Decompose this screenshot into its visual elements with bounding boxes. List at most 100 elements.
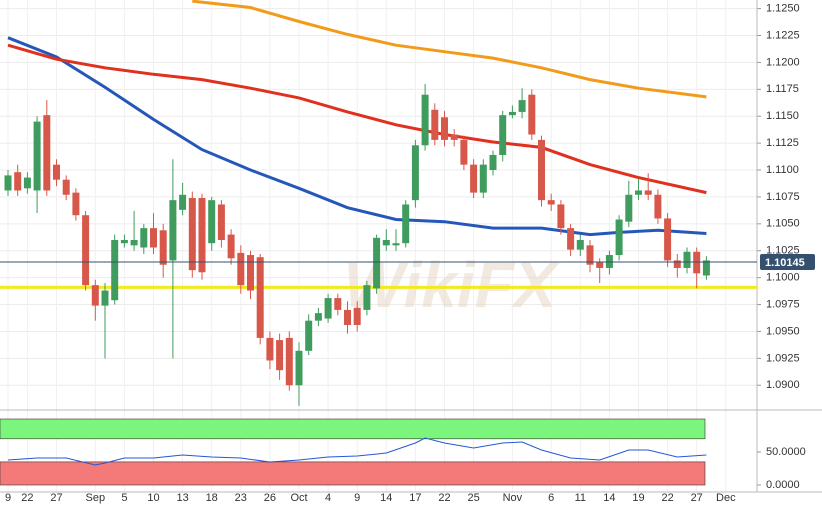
candle-body xyxy=(256,257,264,338)
y-tick-label: 1.1250 xyxy=(766,3,800,15)
candle-body xyxy=(479,164,487,193)
candle-body xyxy=(411,145,419,201)
candle-body xyxy=(72,192,80,216)
candle-body xyxy=(538,139,545,201)
candle-body xyxy=(334,298,342,310)
x-tick-label: Nov xyxy=(503,492,523,504)
candle-body xyxy=(159,230,167,265)
x-tick-label: 9 xyxy=(5,492,11,504)
x-tick-label: Oct xyxy=(290,492,307,504)
moving-average xyxy=(7,36,707,237)
candle-body xyxy=(198,198,206,273)
candle-body xyxy=(23,177,31,189)
candle-body xyxy=(673,260,681,268)
y-tick-label: 1.0975 xyxy=(766,298,800,310)
y-tick-label: 1.1200 xyxy=(766,56,800,68)
x-tick-label: 27 xyxy=(50,492,62,504)
candle-body xyxy=(305,320,313,351)
candle-body xyxy=(557,204,565,229)
y-tick-label: 1.0950 xyxy=(766,325,800,337)
y-tick-label: 1.1050 xyxy=(766,218,800,230)
candle-body xyxy=(208,200,216,244)
candle-body xyxy=(508,111,516,116)
candle-body xyxy=(499,115,507,155)
indicator-tick-label: 0.0000 xyxy=(766,479,800,491)
candle-body xyxy=(683,251,691,268)
y-tick-label: 1.0900 xyxy=(766,379,800,391)
x-tick-label: 6 xyxy=(548,492,554,504)
candle-body xyxy=(53,164,60,180)
candle-body xyxy=(547,200,555,205)
x-tick-label: 25 xyxy=(467,492,479,504)
y-tick-label: 1.1175 xyxy=(766,83,799,95)
candle-body xyxy=(4,175,12,191)
candle-body xyxy=(382,239,390,246)
candle-body xyxy=(43,115,51,191)
x-tick-label: 9 xyxy=(354,492,360,504)
x-tick-label: 14 xyxy=(380,492,392,504)
x-tick-label: 22 xyxy=(661,492,673,504)
candle-body xyxy=(111,239,119,301)
candle-body xyxy=(644,190,652,195)
candle-body xyxy=(664,218,672,261)
candle-body xyxy=(62,179,70,195)
y-tick-label: 1.0925 xyxy=(766,352,800,364)
candle-body xyxy=(625,194,633,222)
candle-body xyxy=(314,313,322,321)
x-tick-label: 22 xyxy=(438,492,450,504)
candle-body xyxy=(217,204,225,240)
x-tick-label: 26 xyxy=(264,492,276,504)
y-tick-label: 1.1225 xyxy=(766,29,800,41)
candle-body xyxy=(247,255,254,291)
candle-body xyxy=(179,194,187,210)
candle-body xyxy=(373,237,381,289)
candle-body xyxy=(276,340,284,371)
candle-body xyxy=(576,239,584,250)
candle-body xyxy=(82,215,90,286)
candle-body xyxy=(431,109,439,140)
candle-body xyxy=(518,100,526,112)
candle-body xyxy=(150,228,157,248)
candle-body xyxy=(169,200,177,261)
x-tick-label: 19 xyxy=(632,492,644,504)
y-tick-label: 1.1075 xyxy=(766,191,800,203)
last-price-box xyxy=(760,254,815,271)
candle-body xyxy=(91,285,99,306)
candle-body xyxy=(266,337,274,361)
x-tick-label: Sep xyxy=(86,492,106,504)
moving-average xyxy=(7,43,707,195)
x-tick-label: 27 xyxy=(691,492,703,504)
candle-body xyxy=(450,134,458,140)
candle-body xyxy=(140,228,148,248)
candle-body xyxy=(489,154,497,171)
candle-body xyxy=(392,243,400,246)
indicator-band xyxy=(0,418,706,440)
x-tick-label: 5 xyxy=(121,492,127,504)
candle-body xyxy=(120,239,128,244)
candle-body xyxy=(227,234,235,259)
indicator-line xyxy=(7,437,707,466)
candle-body xyxy=(324,298,332,319)
indicator-tick-label: 50.0000 xyxy=(766,446,806,458)
candle-body xyxy=(654,194,662,219)
y-tick-label: 1.1000 xyxy=(766,272,800,284)
candle-body xyxy=(237,252,245,286)
candle-body xyxy=(460,139,468,165)
candle-body xyxy=(615,219,623,256)
x-tick-label: 17 xyxy=(409,492,421,504)
candle-body xyxy=(702,260,710,276)
candle-body xyxy=(635,190,642,195)
x-tick-label: 22 xyxy=(21,492,33,504)
candle-body xyxy=(605,255,613,268)
moving-average xyxy=(192,0,707,99)
candle-body xyxy=(693,251,701,274)
y-tick-label: 1.1100 xyxy=(766,164,799,176)
candle-body xyxy=(295,350,303,386)
candle-body xyxy=(285,337,293,386)
x-tick-label: Dec xyxy=(716,492,736,504)
candle-body xyxy=(101,290,109,306)
y-tick-label: 1.1025 xyxy=(766,245,800,257)
candle-body xyxy=(33,121,41,191)
x-tick-label: 11 xyxy=(575,492,586,504)
